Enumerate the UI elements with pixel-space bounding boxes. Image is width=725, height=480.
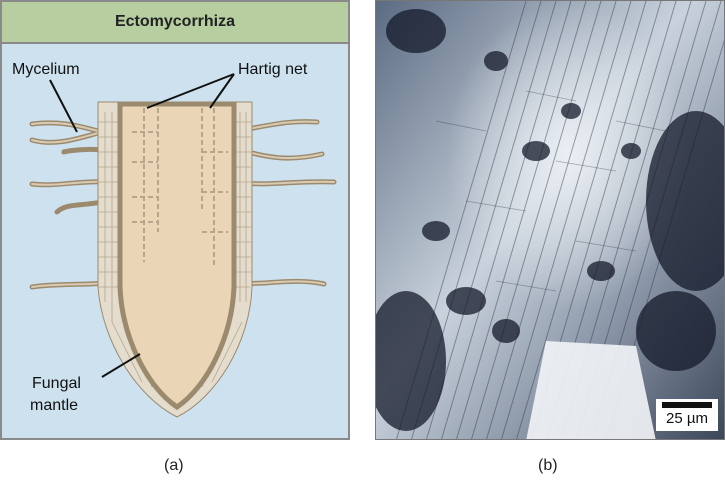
root-illustration <box>29 73 337 418</box>
fungal-mantle-label-line1: Fungal <box>32 375 81 392</box>
mycelium-label: Mycelium <box>12 61 80 78</box>
panel-b-micrograph: 25 µm <box>375 0 725 440</box>
micrograph-image <box>376 1 724 439</box>
scale-bar-line <box>662 402 712 408</box>
fungal-mantle-label-line2: mantle <box>30 397 79 414</box>
caption-b: (b) <box>538 457 558 474</box>
hartig-net-label: Hartig net <box>238 61 308 78</box>
hartig-net <box>132 108 228 267</box>
caption-a: (a) <box>164 457 184 474</box>
scale-bar-label: 25 µm <box>666 410 708 427</box>
scale-bar: 25 µm <box>656 399 718 431</box>
root-tip <box>117 101 237 411</box>
illustration-title: Ectomycorrhiza <box>2 2 348 44</box>
panel-a-ectomycorrhiza-illustration: Ectomycorrhiza Mycelium Hartig net Funga… <box>0 0 350 440</box>
